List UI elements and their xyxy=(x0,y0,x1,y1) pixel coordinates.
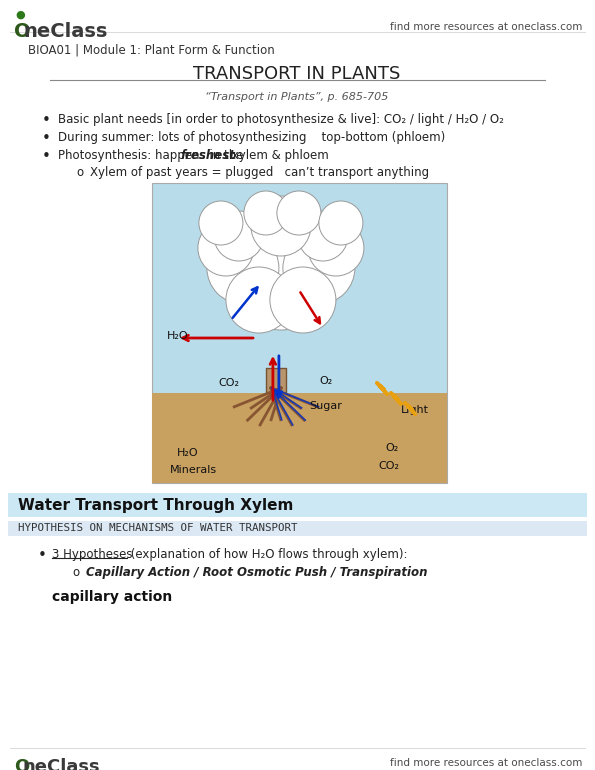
Text: find more resources at oneclass.com: find more resources at oneclass.com xyxy=(390,758,582,768)
Circle shape xyxy=(198,220,254,276)
Text: H₂O: H₂O xyxy=(167,331,189,341)
Text: find more resources at oneclass.com: find more resources at oneclass.com xyxy=(390,22,582,32)
Text: (explanation of how H₂O flows through xylem):: (explanation of how H₂O flows through xy… xyxy=(127,548,408,561)
Bar xyxy=(8,493,587,517)
Circle shape xyxy=(298,211,348,261)
Text: O₂: O₂ xyxy=(320,376,333,386)
Text: 3 Hypotheses: 3 Hypotheses xyxy=(52,548,133,561)
Text: CO₂: CO₂ xyxy=(218,378,239,388)
Circle shape xyxy=(226,267,292,333)
Circle shape xyxy=(277,191,321,235)
Text: Sugar: Sugar xyxy=(309,401,342,411)
Text: Capillary Action / Root Osmotic Push / Transpiration: Capillary Action / Root Osmotic Push / T… xyxy=(86,566,427,579)
Text: o: o xyxy=(76,166,83,179)
Text: neClass: neClass xyxy=(23,758,101,770)
Circle shape xyxy=(229,226,333,330)
Text: ●: ● xyxy=(15,10,25,20)
Text: TRANSPORT IN PLANTS: TRANSPORT IN PLANTS xyxy=(193,65,400,83)
Text: •: • xyxy=(42,131,51,146)
Text: •: • xyxy=(42,113,51,128)
Text: O: O xyxy=(14,22,30,41)
Text: neClass: neClass xyxy=(23,22,107,41)
Circle shape xyxy=(244,191,288,235)
Bar xyxy=(8,521,587,536)
Text: CO₂: CO₂ xyxy=(378,461,399,471)
Circle shape xyxy=(214,211,264,261)
Bar xyxy=(152,183,447,483)
Text: O₂: O₂ xyxy=(386,443,399,453)
Circle shape xyxy=(207,232,279,304)
Text: capillary action: capillary action xyxy=(52,590,172,604)
Text: •: • xyxy=(42,149,51,164)
Text: freshest: freshest xyxy=(180,149,235,162)
Text: Xylem of past years = plugged   can’t transport anything: Xylem of past years = plugged can’t tran… xyxy=(90,166,429,179)
Text: Water Transport Through Xylem: Water Transport Through Xylem xyxy=(18,498,293,513)
Text: Light: Light xyxy=(401,405,429,415)
Text: BIOA01 | Module 1: Plant Form & Function: BIOA01 | Module 1: Plant Form & Function xyxy=(28,44,275,57)
Text: •: • xyxy=(38,548,47,563)
Bar xyxy=(152,393,447,483)
Text: xylem & phloem: xylem & phloem xyxy=(228,149,329,162)
Circle shape xyxy=(270,267,336,333)
Text: “Transport in Plants”, p. 685-705: “Transport in Plants”, p. 685-705 xyxy=(205,92,389,102)
Text: H₂O: H₂O xyxy=(177,448,199,458)
Text: Photosynthesis: happens in the: Photosynthesis: happens in the xyxy=(58,149,248,162)
Circle shape xyxy=(283,232,355,304)
Text: During summer: lots of photosynthesizing    top-bottom (phloem): During summer: lots of photosynthesizing… xyxy=(58,131,445,144)
Text: Minerals: Minerals xyxy=(170,465,217,475)
Text: HYPOTHESIS ON MECHANISMS OF WATER TRANSPORT: HYPOTHESIS ON MECHANISMS OF WATER TRANSP… xyxy=(18,523,298,533)
Circle shape xyxy=(319,201,363,245)
Circle shape xyxy=(251,196,311,256)
Text: o: o xyxy=(72,566,79,579)
Text: Basic plant needs [in order to photosynthesize & live]: CO₂ / light / H₂O / O₂: Basic plant needs [in order to photosynt… xyxy=(58,113,504,126)
Circle shape xyxy=(308,220,364,276)
Text: O: O xyxy=(14,758,29,770)
Circle shape xyxy=(199,201,243,245)
